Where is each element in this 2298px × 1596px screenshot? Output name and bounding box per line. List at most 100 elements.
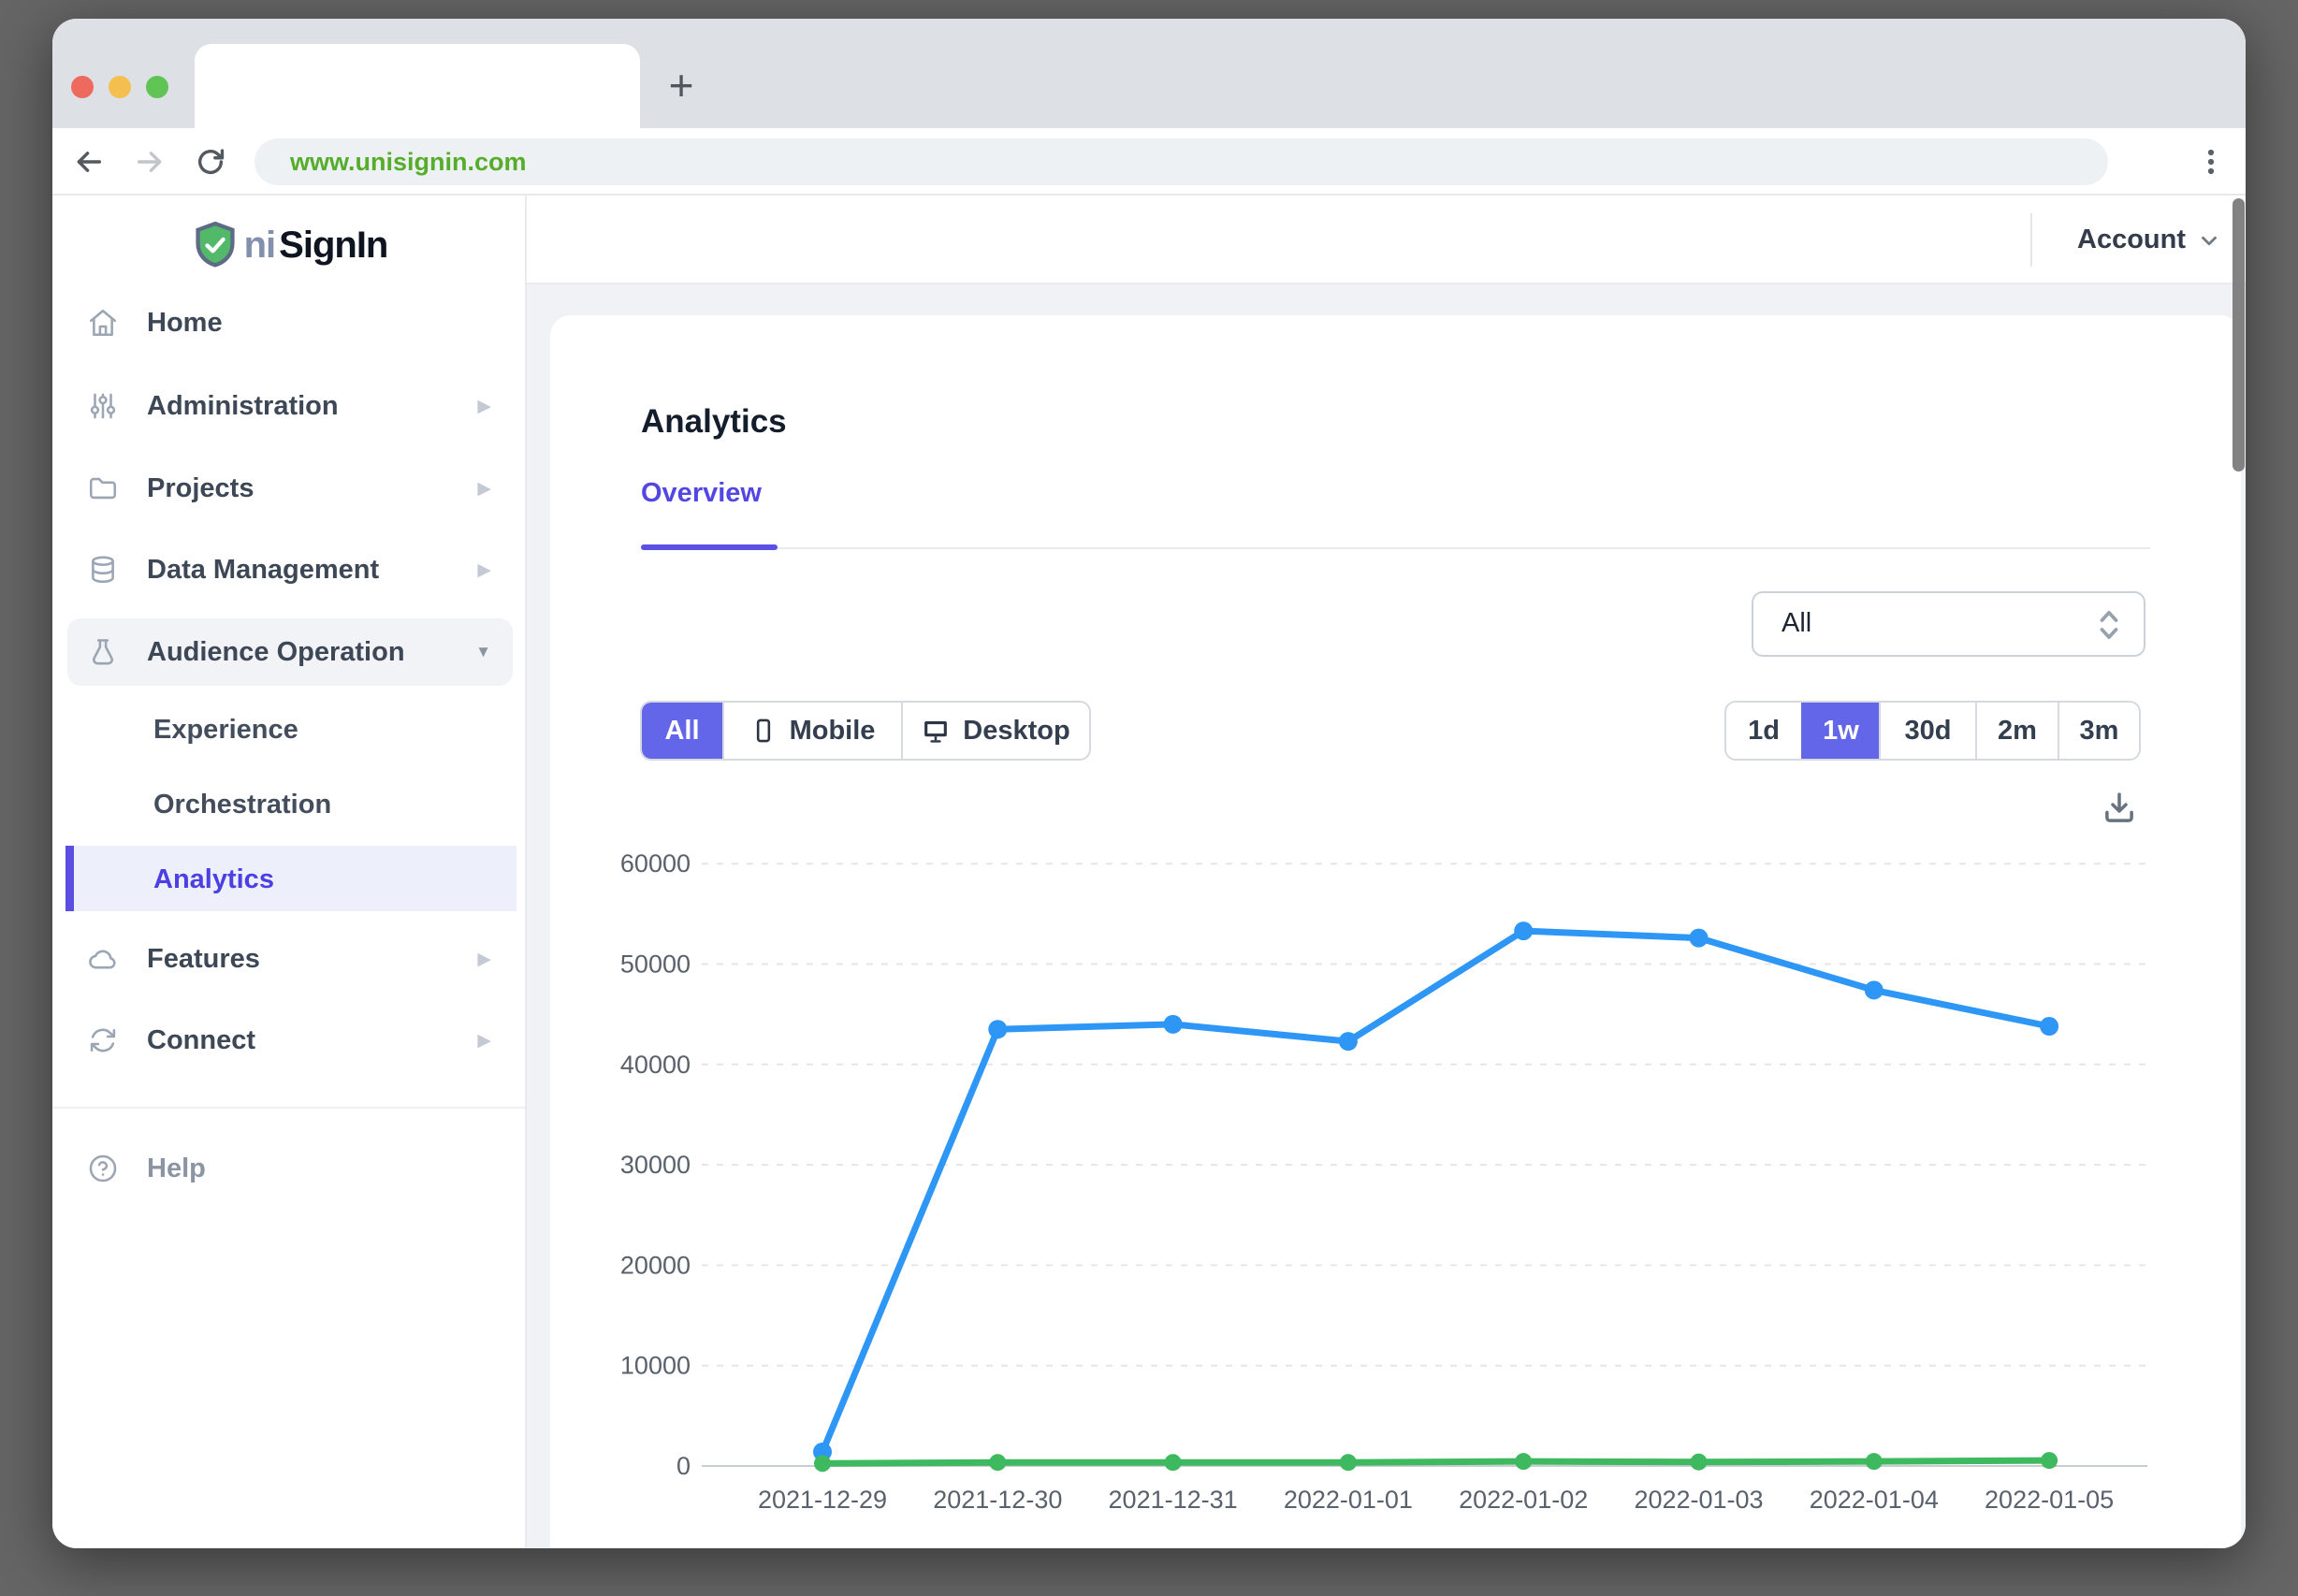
desktop-background: + www.unisignin.com niSignIn [0,0,2298,1596]
flask-icon [87,636,119,668]
shield-check-icon [190,220,240,270]
database-icon [87,554,119,586]
svg-text:30000: 30000 [620,1151,691,1179]
sidebar-item-analytics[interactable]: Analytics [52,846,525,913]
analytics-card: Analytics Overview All All [550,315,2241,1548]
tab-overview[interactable]: Overview [641,478,762,509]
url-text: www.unisignin.com [290,138,2108,185]
sidebar-item-label: Help [147,1153,206,1184]
device-filter-all[interactable]: All [642,703,722,759]
sidebar-item-orchestration[interactable]: Orchestration [52,771,525,838]
sidebar-item-label: Projects [147,473,254,504]
device-filter-desktop[interactable]: Desktop [901,703,1089,759]
select-chevrons-icon [2095,606,2123,644]
address-bar[interactable]: www.unisignin.com [255,138,2108,185]
reload-icon[interactable] [195,146,226,178]
device-filter: All Mobile Desktop [640,701,1091,761]
main-area: Account Analytics Overview All [527,196,2246,1548]
sidebar-item-data-management[interactable]: Data Management ▶ [52,536,525,603]
sidebar-item-help[interactable]: Help [52,1135,525,1202]
sidebar-divider [52,1107,525,1109]
help-circle-icon [87,1153,119,1184]
browser-tab[interactable] [195,44,640,128]
svg-text:2022-01-05: 2022-01-05 [1985,1486,2114,1514]
segment-label: 30d [1905,716,1952,747]
svg-text:2022-01-04: 2022-01-04 [1810,1486,1939,1514]
site-filter-select[interactable]: All [1752,591,2145,657]
browser-window: + www.unisignin.com niSignIn [52,19,2246,1548]
svg-text:2022-01-03: 2022-01-03 [1634,1486,1763,1514]
range-1w[interactable]: 1w [1801,703,1879,759]
home-icon [87,307,119,339]
back-icon[interactable] [73,146,105,178]
sidebar-item-label: Features [147,944,260,975]
range-3m[interactable]: 3m [2058,703,2139,759]
page-content: niSignIn Home Administration ▶ Pr [52,196,2246,1548]
account-menu[interactable]: Account [2077,196,2221,284]
svg-text:2021-12-30: 2021-12-30 [933,1486,1062,1514]
chevron-right-icon: ▶ [477,1030,491,1052]
sidebar: niSignIn Home Administration ▶ Pr [52,196,527,1548]
sidebar-item-audience-operation[interactable]: Audience Operation ▼ [52,618,525,686]
range-1d[interactable]: 1d [1726,703,1801,759]
sidebar-item-label: Experience [153,715,298,746]
cloud-icon [87,943,119,975]
sidebar-item-projects[interactable]: Projects ▶ [52,455,525,522]
tab-overview-underline [641,544,778,550]
svg-text:0: 0 [676,1452,691,1480]
browser-toolbar: www.unisignin.com [52,128,2246,196]
app-header: Account [527,196,2246,284]
browser-menu-icon[interactable] [2198,146,2224,178]
close-window-button[interactable] [71,76,94,98]
sidebar-item-home[interactable]: Home [52,289,525,356]
segment-label: Desktop [963,716,1069,747]
mobile-icon [750,718,777,744]
svg-text:2022-01-01: 2022-01-01 [1284,1486,1413,1514]
sidebar-item-label: Orchestration [153,790,331,820]
chevron-right-icon: ▶ [477,949,491,970]
sliders-icon [87,390,119,422]
svg-text:20000: 20000 [620,1251,691,1279]
folder-icon [87,472,119,504]
sidebar-item-experience[interactable]: Experience [52,696,525,763]
chevron-right-icon: ▶ [477,559,491,581]
sidebar-item-connect[interactable]: Connect ▶ [52,1007,525,1074]
sidebar-item-label: Data Management [147,555,379,586]
new-tab-button[interactable]: + [659,64,704,107]
browser-tabstrip: + [52,19,2246,128]
chevron-down-icon [2197,228,2221,253]
account-label: Account [2077,225,2186,255]
analytics-line-chart: 01000020000300004000050000600002021-12-2… [550,820,2197,1541]
select-value: All [1782,608,1811,639]
date-range-filter: 1d 1w 30d 2m 3m [1724,701,2141,761]
sidebar-item-features[interactable]: Features ▶ [52,925,525,993]
svg-text:2022-01-02: 2022-01-02 [1459,1486,1588,1514]
segment-label: 2m [1998,716,2037,747]
zoom-window-button[interactable] [146,76,168,98]
device-filter-mobile[interactable]: Mobile [722,703,901,759]
range-2m[interactable]: 2m [1975,703,2058,759]
chevron-right-icon: ▶ [477,396,491,417]
sync-icon [87,1024,119,1056]
segment-label: All [664,716,699,747]
sidebar-item-label: Administration [147,391,339,422]
forward-icon[interactable] [134,146,166,178]
minimize-window-button[interactable] [109,76,131,98]
segment-label: 1d [1748,716,1780,747]
sidebar-item-label: Home [147,308,223,339]
svg-text:60000: 60000 [620,849,691,878]
svg-text:50000: 50000 [620,950,691,979]
chevron-right-icon: ▶ [477,478,491,500]
sidebar-item-label: Connect [147,1025,255,1056]
sidebar-item-label: Audience Operation [147,637,405,668]
svg-text:10000: 10000 [620,1352,691,1380]
main-body: Analytics Overview All All [527,284,2246,1548]
chevron-down-icon: ▼ [475,643,491,661]
range-30d[interactable]: 30d [1879,703,1975,759]
header-divider [2030,213,2032,267]
scrollbar-thumb[interactable] [2233,198,2245,472]
svg-text:2021-12-31: 2021-12-31 [1109,1486,1238,1514]
segment-label: 1w [1823,716,1859,747]
sidebar-item-administration[interactable]: Administration ▶ [52,372,525,440]
svg-text:40000: 40000 [620,1051,691,1079]
